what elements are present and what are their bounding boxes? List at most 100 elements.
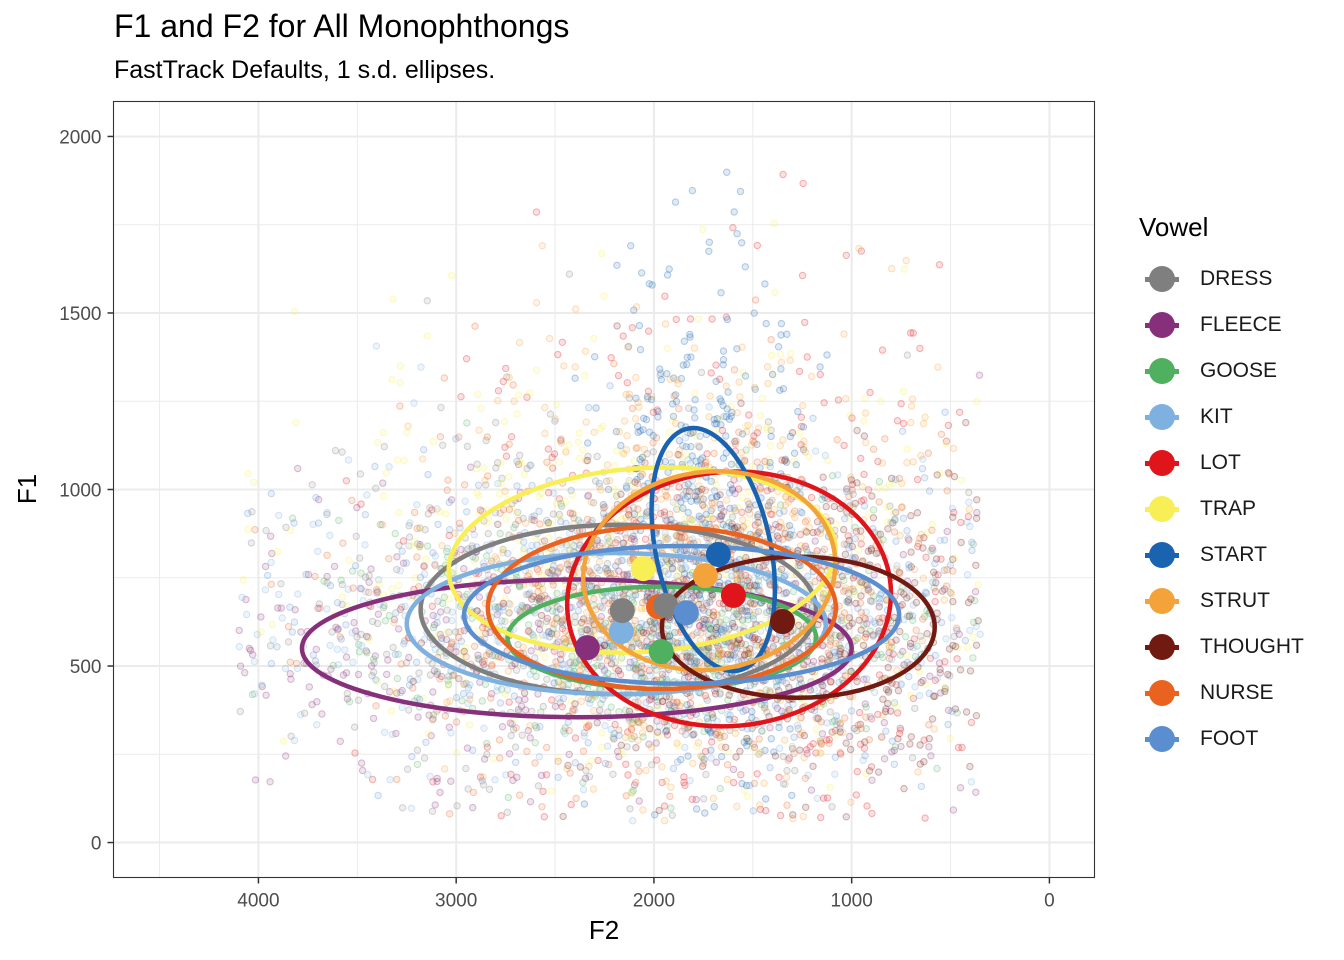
data-point xyxy=(712,758,720,766)
data-point xyxy=(707,513,715,521)
data-point xyxy=(743,734,751,743)
data-point xyxy=(777,637,786,645)
data-point xyxy=(664,570,672,578)
data-point xyxy=(660,816,669,825)
data-point xyxy=(836,632,844,640)
data-point xyxy=(652,503,660,512)
data-point xyxy=(673,758,682,766)
data-point xyxy=(543,743,551,752)
data-point xyxy=(483,739,491,748)
data-point xyxy=(799,179,807,188)
data-point xyxy=(342,477,351,485)
data-point xyxy=(930,568,938,576)
data-point xyxy=(653,406,661,414)
data-point xyxy=(268,549,276,558)
data-point xyxy=(560,660,568,668)
data-point xyxy=(553,500,561,508)
data-point xyxy=(737,399,745,407)
data-point xyxy=(603,559,612,568)
data-point xyxy=(571,734,580,742)
data-point xyxy=(882,685,891,694)
data-point xyxy=(571,612,579,620)
data-point xyxy=(670,392,678,400)
data-point xyxy=(767,426,775,434)
data-point xyxy=(610,729,618,738)
data-point xyxy=(597,613,605,621)
data-point xyxy=(426,504,434,512)
data-point xyxy=(585,403,593,412)
data-point xyxy=(579,446,587,454)
data-point xyxy=(943,487,951,495)
data-point xyxy=(662,491,670,500)
data-point xyxy=(862,675,871,683)
data-point xyxy=(587,757,595,765)
data-point xyxy=(693,628,701,637)
data-point xyxy=(244,469,252,478)
data-point xyxy=(648,392,656,401)
data-point xyxy=(625,663,633,672)
data-point xyxy=(890,528,899,536)
data-point xyxy=(743,737,751,745)
data-point xyxy=(526,589,534,597)
data-point xyxy=(535,493,543,501)
data-point xyxy=(934,363,942,371)
data-point xyxy=(792,461,800,469)
data-point xyxy=(547,570,555,579)
data-point xyxy=(452,435,460,443)
data-point xyxy=(913,509,922,517)
data-point xyxy=(559,694,568,703)
data-point xyxy=(499,506,508,514)
data-point xyxy=(672,500,680,508)
data-point xyxy=(729,765,738,774)
data-point xyxy=(244,525,252,534)
data-point xyxy=(898,503,906,511)
data-point xyxy=(741,456,749,464)
data-point xyxy=(374,576,383,584)
data-point xyxy=(738,508,746,516)
data-point xyxy=(515,696,523,704)
data-point xyxy=(928,544,936,552)
data-point xyxy=(742,646,750,654)
data-point xyxy=(869,445,878,453)
data-point xyxy=(414,540,422,548)
data-point xyxy=(689,592,698,600)
data-point xyxy=(420,446,428,454)
data-point xyxy=(496,699,505,707)
data-point xyxy=(857,497,866,505)
data-point xyxy=(855,580,863,588)
data-point xyxy=(748,743,756,751)
data-point xyxy=(940,585,949,593)
data-point xyxy=(507,732,515,740)
data-point xyxy=(809,740,817,748)
data-point xyxy=(335,516,343,525)
data-point xyxy=(645,740,653,748)
data-point xyxy=(550,450,559,458)
data-point xyxy=(669,764,678,773)
data-point xyxy=(250,690,259,698)
data-point xyxy=(950,508,958,517)
data-point xyxy=(415,669,423,677)
data-point xyxy=(913,642,921,650)
data-point xyxy=(886,502,894,510)
data-point xyxy=(934,571,942,579)
data-point xyxy=(577,625,585,633)
data-point xyxy=(831,770,839,778)
data-point xyxy=(471,322,479,330)
data-point xyxy=(630,457,638,465)
data-point xyxy=(703,450,711,458)
data-point xyxy=(393,674,402,683)
data-point xyxy=(358,766,367,775)
data-point xyxy=(484,571,493,579)
data-point xyxy=(805,453,813,461)
data-point xyxy=(286,603,294,611)
data-point xyxy=(945,645,954,653)
data-point xyxy=(478,697,486,705)
data-point xyxy=(390,687,398,695)
data-point xyxy=(728,621,736,630)
data-point xyxy=(972,561,980,569)
data-point xyxy=(857,592,865,600)
data-point xyxy=(634,760,642,768)
data-point xyxy=(761,457,769,466)
data-point xyxy=(920,474,929,482)
data-point xyxy=(444,676,452,685)
